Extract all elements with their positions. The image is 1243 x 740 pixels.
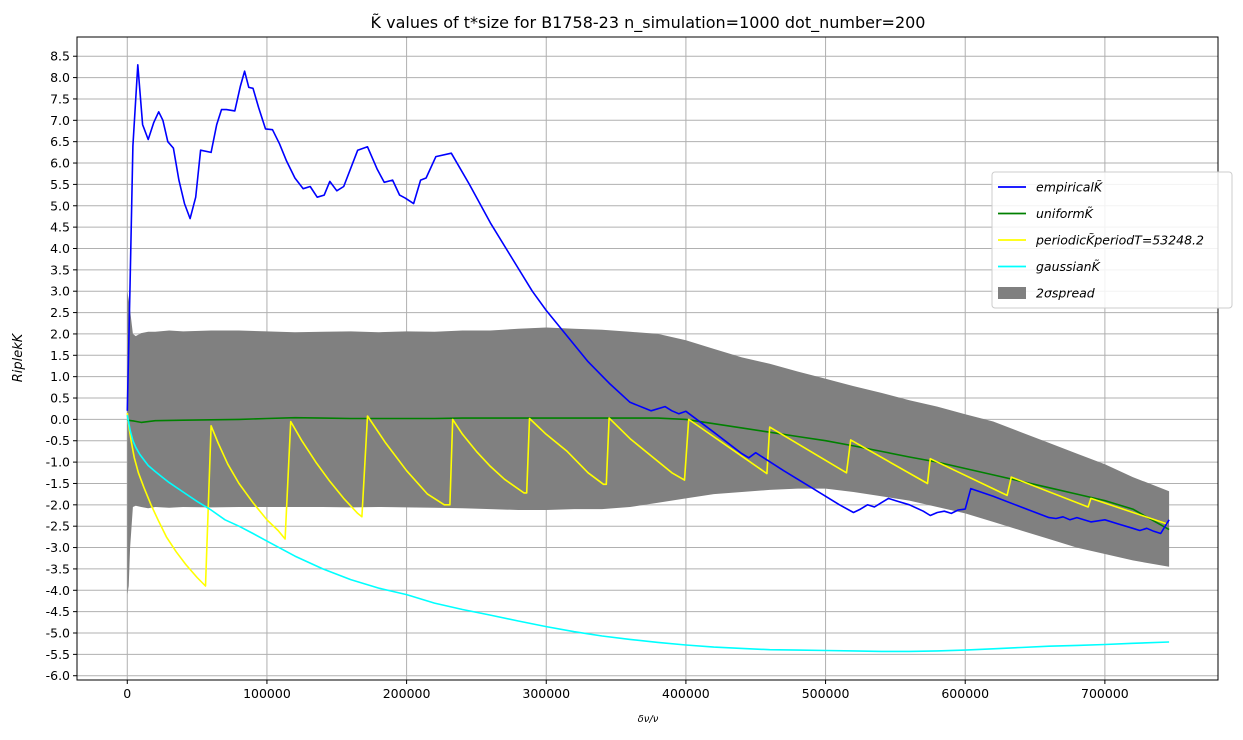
legend-swatch-spread	[998, 287, 1026, 299]
y-tick-label: -1.5	[46, 476, 70, 491]
x-tick-label: 100000	[243, 686, 291, 701]
series-line-periodic	[126, 412, 1168, 587]
x-tick-label: 500000	[802, 686, 850, 701]
y-tick-label: 7.0	[50, 113, 70, 128]
y-tick-label: 8.5	[50, 49, 70, 64]
series-lines	[126, 64, 1170, 653]
legend-label-gaussian: gaussianK̃	[1036, 259, 1102, 274]
x-tick-label: 400000	[662, 686, 710, 701]
chart-title: K̃ values of t*size for B1758-23 n_simul…	[371, 13, 926, 33]
legend-box	[991, 171, 1233, 309]
y-tick-label: 8.0	[50, 70, 70, 85]
x-tick-label: 200000	[383, 686, 431, 701]
y-tick-label: -3.0	[46, 540, 70, 555]
y-tick-label: -2.5	[46, 519, 70, 534]
y-tick-label: 6.0	[50, 156, 70, 171]
plot-frame	[76, 36, 1219, 681]
y-tick-label: -4.5	[46, 604, 70, 619]
series-line-uniform	[127, 416, 1170, 531]
y-tick-label: 2.5	[50, 305, 70, 320]
legend-label-empirical: empiricalK̃	[1036, 180, 1104, 195]
legend-label-uniform: uniformK̃	[1036, 206, 1095, 221]
y-tick-label: -2.0	[46, 497, 70, 512]
y-tick-label: 0.0	[50, 412, 70, 427]
x-axis-ticks: 0 100000 200000 300000 400000 500000 600000 700…	[123, 680, 1129, 701]
series-line-empirical	[126, 64, 1170, 535]
y-tick-label: 3.0	[50, 284, 70, 299]
y-tick-label: -4.0	[46, 583, 70, 598]
y-tick-label: 7.5	[50, 91, 70, 106]
y-tick-label: 4.0	[50, 241, 70, 256]
y-tick-label: 2.0	[50, 326, 70, 341]
x-axis-label-text: δν/ν	[638, 714, 659, 725]
legend-label-periodic: periodicK̃periodT=53248.2	[1035, 233, 1204, 248]
y-tick-label: 6.5	[50, 134, 70, 149]
series-line-gaussian	[126, 414, 1170, 653]
x-tick-label: 0	[123, 686, 131, 701]
y-tick-label: 3.5	[50, 262, 70, 277]
legend-label-spread: 2σspread	[1036, 286, 1095, 301]
y-tick-label: 0.5	[50, 391, 70, 406]
y-tick-label: -0.5	[46, 433, 70, 448]
y-tick-label: -1.0	[46, 455, 70, 470]
y-axis-ticks: -6.0 -5.5 -5.0 -4.5 -4.0 -3.5 -3.0 -2.5 -2.0 -1.5…	[46, 49, 77, 683]
y-tick-label: 1.0	[50, 369, 70, 384]
x-tick-label: 300000	[522, 686, 570, 701]
y-tick-label: 4.5	[50, 220, 70, 235]
y-tick-label: -5.5	[46, 647, 70, 662]
legend: empiricalK̃ uniformK̃ periodicK̃periodT=53…	[991, 171, 1233, 309]
y-tick-label: 5.0	[50, 198, 70, 213]
y-tick-label: 5.5	[50, 177, 70, 192]
x-tick-label: 700000	[1081, 686, 1129, 701]
x-axis-label: δν/ν	[638, 714, 659, 725]
spread-band	[127, 291, 1170, 595]
y-tick-label: -5.0	[46, 626, 70, 641]
spread-band-layer	[127, 291, 1170, 595]
y-tick-label: -3.5	[46, 561, 70, 576]
x-tick-label: 600000	[941, 686, 989, 701]
y-tick-label: -6.0	[46, 668, 70, 683]
y-axis-label: RiplekK	[11, 332, 26, 382]
y-tick-label: 1.5	[50, 348, 70, 363]
